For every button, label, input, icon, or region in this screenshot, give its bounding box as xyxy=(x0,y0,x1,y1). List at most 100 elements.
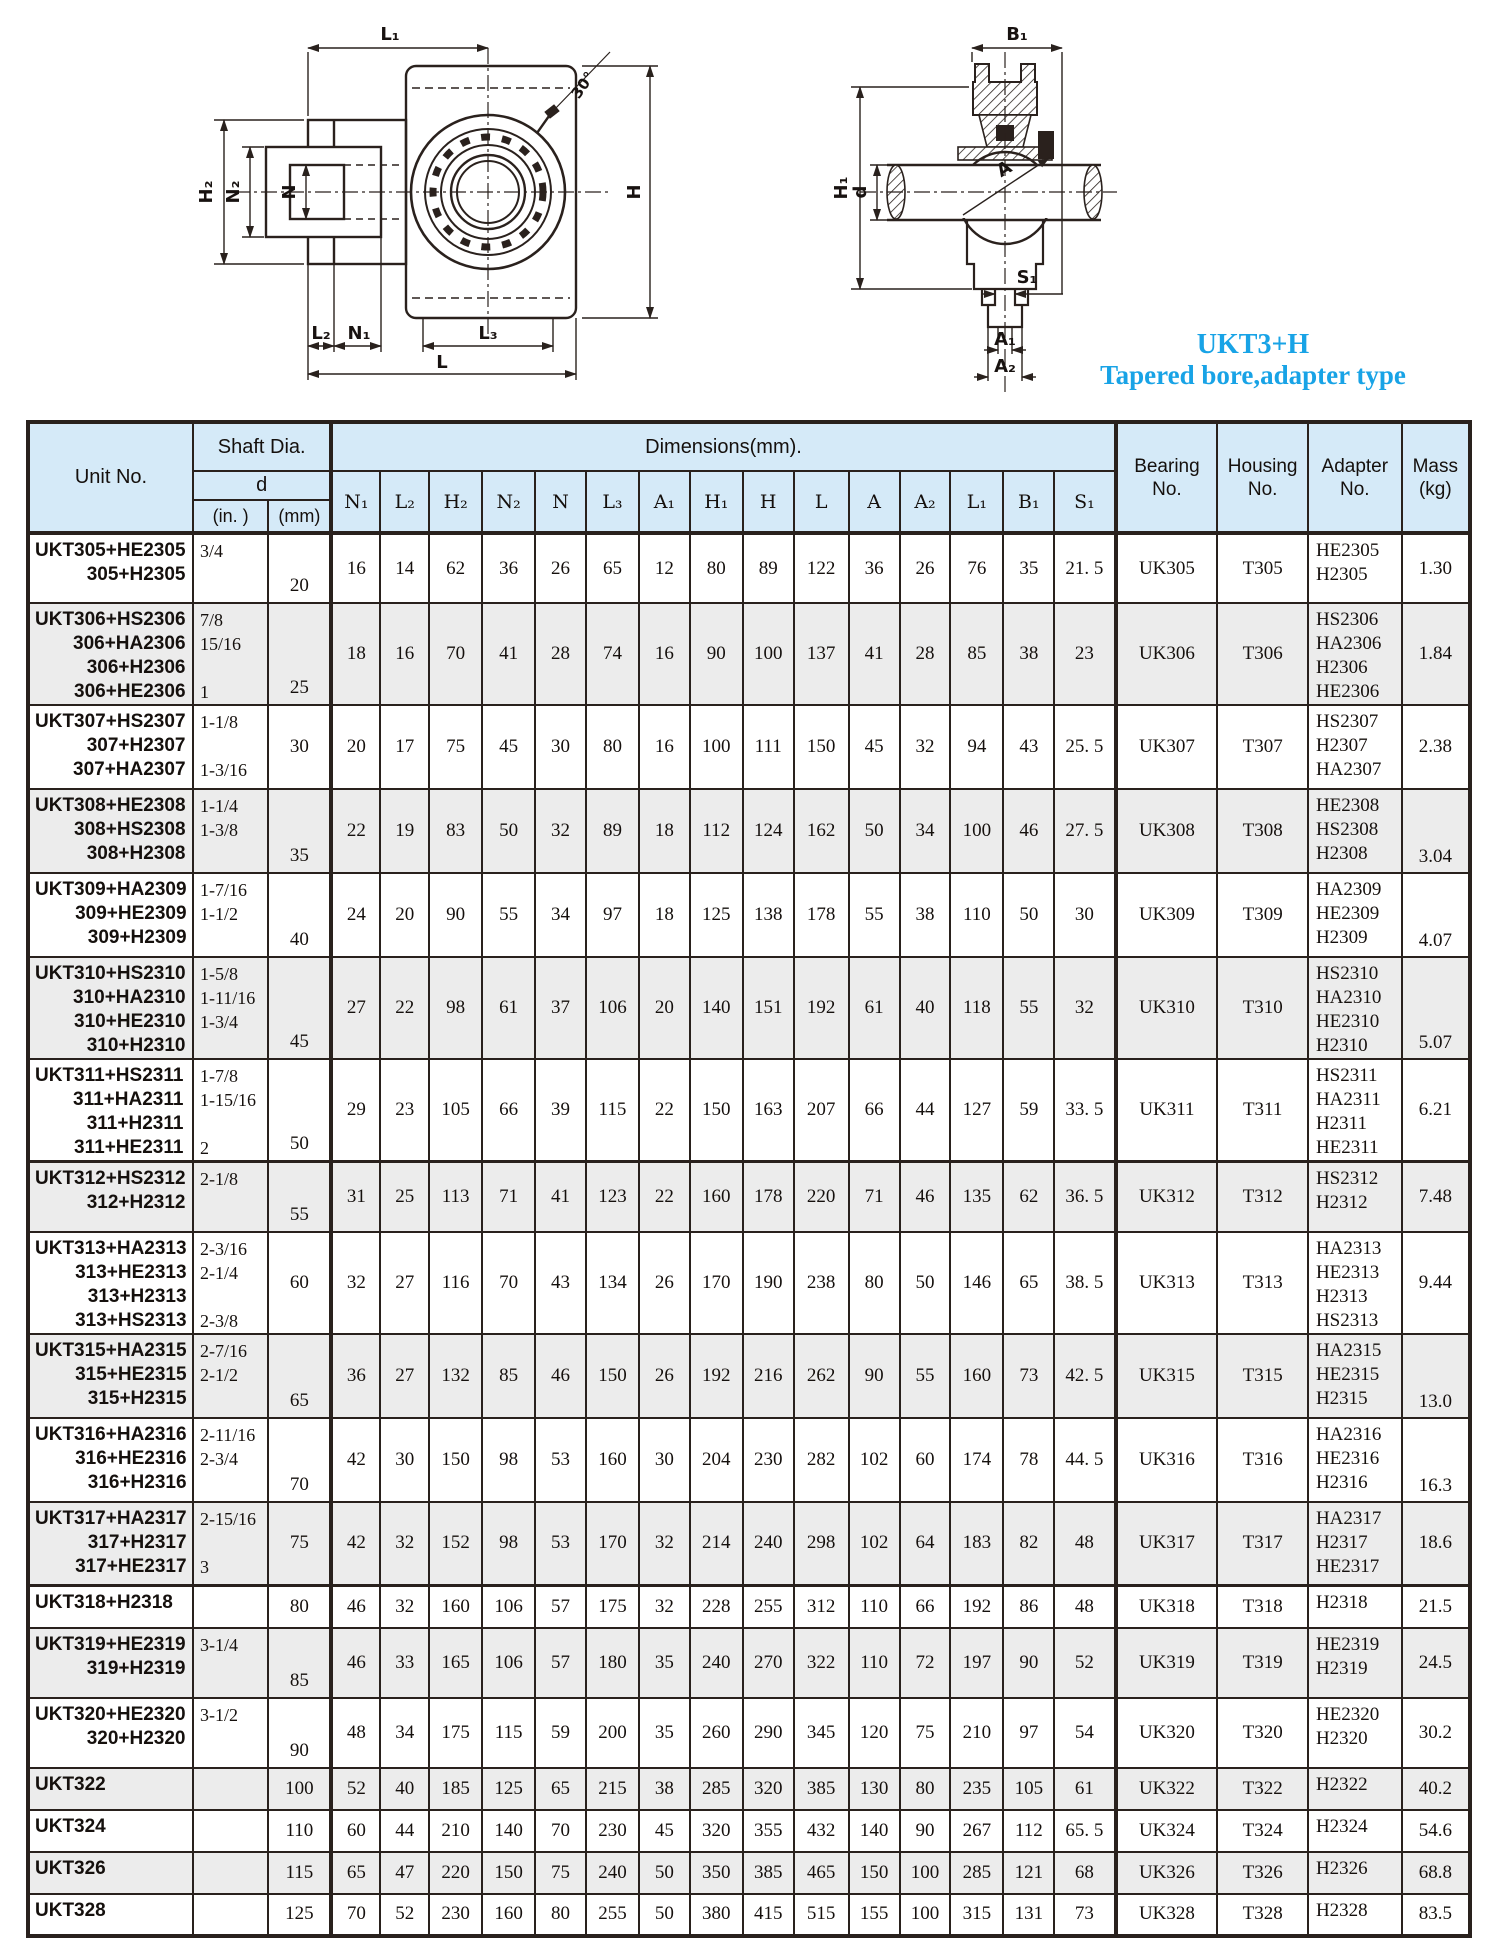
dim-value-cell: 98 xyxy=(481,1416,537,1503)
shaft-dia-mm-cell: 60 xyxy=(267,1230,334,1335)
label-n2: N₂ xyxy=(223,181,244,204)
dim-value-cell: 29 xyxy=(330,1058,382,1163)
shaft-dia-mm-cell: 20 xyxy=(267,531,334,604)
unit-no: UKT315+HA2315 315+HE2315 315+H2315 xyxy=(35,1339,187,1409)
dim-value-cell: 298 xyxy=(792,1500,850,1587)
dim-value-cell: 25. 5 xyxy=(1053,704,1118,790)
dim-value-cell: 89 xyxy=(741,531,795,604)
dim-value-cell: 160 xyxy=(688,1160,744,1233)
col-header-dim-l1: L₁ xyxy=(949,470,1005,534)
adapter-no-cell: HS2312 H2312 xyxy=(1306,1160,1403,1233)
dim-value-cell: 36 xyxy=(481,531,537,604)
bearing-no-cell: UK307 xyxy=(1114,704,1219,790)
col-header-dim-a: A xyxy=(847,470,901,534)
mass-line2: (kg) xyxy=(1418,478,1452,500)
dim-value-cell: 61 xyxy=(847,956,901,1060)
dim-value-cell: 20 xyxy=(637,956,691,1060)
label-b1: B₁ xyxy=(1006,24,1028,45)
shaft-dia-in-cell: 1-5/8 1-11/16 1-3/4 xyxy=(191,956,270,1060)
table-row: UKT320+HE2320 320+H2320 3-1/2 90 48 34 175 115 5… xyxy=(27,1696,1472,1769)
dim-value-cell: 22 xyxy=(637,1058,691,1163)
dim-value-cell: 230 xyxy=(584,1808,640,1853)
adapter-no-cell: HE2320 H2320 xyxy=(1306,1696,1403,1769)
unit-no: UKT312+HS2312 312+H2312 xyxy=(35,1168,186,1213)
dim-value-cell: 80 xyxy=(534,1892,587,1937)
dim-value-cell: 90 xyxy=(1002,1626,1056,1699)
dim-value-cell: 66 xyxy=(898,1584,952,1629)
dim-value-cell: 43 xyxy=(1002,704,1056,790)
adapter-no-cell: HS2311 HA2311 H2311 HE2311 xyxy=(1306,1058,1403,1163)
unit-no: UKT313+HA2313 313+HE2313 313+H2313 313+HS23… xyxy=(35,1237,187,1331)
col-header-housing-no: Housing No. xyxy=(1216,421,1309,534)
unit-no: UKT322 xyxy=(35,1773,106,1795)
dim-value-cell: 163 xyxy=(741,1058,795,1163)
dim-value-cell: 66 xyxy=(847,1058,901,1163)
dim-value-cell: 230 xyxy=(428,1892,484,1937)
col-header-dim-s1: S₁ xyxy=(1053,470,1118,534)
bearing-no-cell: UK308 xyxy=(1114,788,1219,874)
unit-no-cell: UKT307+HS2307 307+H2307 307+HA2307 xyxy=(27,704,194,790)
dim-value-cell: 70 xyxy=(428,602,484,706)
mass-cell: 1.30 xyxy=(1400,531,1472,604)
mass-cell: 2.38 xyxy=(1400,704,1472,790)
side-dimensions xyxy=(851,44,1063,381)
dim-value-cell: 52 xyxy=(330,1766,382,1811)
dim-value-cell: 50 xyxy=(898,1230,952,1335)
dim-value-cell: 124 xyxy=(741,788,795,874)
shaft-dia-mm-cell: 85 xyxy=(267,1626,334,1699)
front-view-outline xyxy=(264,64,578,320)
dim-value-cell: 53 xyxy=(534,1500,587,1587)
table-row: UKT306+HS2306 306+HA2306 306+H2306 306+HE23… xyxy=(27,602,1472,706)
dim-value-cell: 45 xyxy=(481,704,537,790)
dim-value-cell: 40 xyxy=(898,956,952,1060)
dim-value-cell: 35 xyxy=(637,1696,691,1769)
dim-value-cell: 255 xyxy=(741,1584,795,1629)
adapter-no-cell: H2326 xyxy=(1306,1850,1403,1895)
shaft-dia-mm-cell: 45 xyxy=(267,956,334,1060)
dim-value-cell: 175 xyxy=(584,1584,640,1629)
housing-no-cell: T324 xyxy=(1216,1808,1309,1853)
shaft-dia-in-cell xyxy=(191,1766,270,1811)
dim-value-cell: 38. 5 xyxy=(1053,1230,1118,1335)
dim-value-cell: 22 xyxy=(330,788,382,874)
col-header-d: d xyxy=(191,470,334,501)
dim-value-cell: 32 xyxy=(379,1584,431,1629)
housing-no-cell: T320 xyxy=(1216,1696,1309,1769)
bearing-no-cell: UK315 xyxy=(1114,1332,1219,1419)
dim-value-cell: 80 xyxy=(898,1766,952,1811)
shaft-dia-mm-cell: 40 xyxy=(267,872,334,958)
dim-value-cell: 26 xyxy=(898,531,952,604)
dim-value-cell: 36 xyxy=(330,1332,382,1419)
dim-value-cell: 32 xyxy=(1053,956,1118,1060)
dim-value-cell: 216 xyxy=(741,1332,795,1419)
dim-value-cell: 54 xyxy=(1053,1696,1118,1769)
adapter-no-cell: HS2307 H2307 HA2307 xyxy=(1306,704,1403,790)
unit-no-cell: UKT308+HE2308 308+HS2308 308+H2308 xyxy=(27,788,194,874)
mass-cell: 5.07 xyxy=(1400,956,1472,1060)
dim-value-cell: 240 xyxy=(688,1626,744,1699)
bearing-no-cell: UK317 xyxy=(1114,1500,1219,1587)
shaft-dia-in-cell: 2-7/16 2-1/2 xyxy=(191,1332,270,1419)
dim-value-cell: 146 xyxy=(949,1230,1005,1335)
table-row: UKT315+HA2315 315+HE2315 315+H2315 2-7/16 2-… xyxy=(27,1332,1472,1419)
dim-value-cell: 62 xyxy=(1002,1160,1056,1233)
label-d: d xyxy=(850,186,871,199)
dim-value-cell: 65 xyxy=(584,531,640,604)
col-header-dim-a2: A₂ xyxy=(898,470,952,534)
dim-value-cell: 178 xyxy=(741,1160,795,1233)
dim-value-cell: 42 xyxy=(330,1416,382,1503)
col-header-dim-l2: L₂ xyxy=(379,470,431,534)
adapter-no-cell: HA2313 HE2313 H2313 HS2313 xyxy=(1306,1230,1403,1335)
unit-no: UKT306+HS2306 306+HA2306 306+H2306 306+HE23… xyxy=(35,609,186,702)
dim-value-cell: 71 xyxy=(481,1160,537,1233)
dim-value-cell: 380 xyxy=(688,1892,744,1937)
dim-value-cell: 127 xyxy=(949,1058,1005,1163)
dim-value-cell: 52 xyxy=(379,1892,431,1937)
label-l3: L₃ xyxy=(478,323,497,344)
mass-cell: 83.5 xyxy=(1400,1892,1472,1937)
mass-cell: 13.0 xyxy=(1400,1332,1472,1419)
table-row: UKT311+HS2311 311+HA2311 311+H2311 311+HE23… xyxy=(27,1058,1472,1163)
dim-value-cell: 20 xyxy=(330,704,382,790)
dim-value-cell: 38 xyxy=(1002,602,1056,706)
housing-no-cell: T316 xyxy=(1216,1416,1309,1503)
